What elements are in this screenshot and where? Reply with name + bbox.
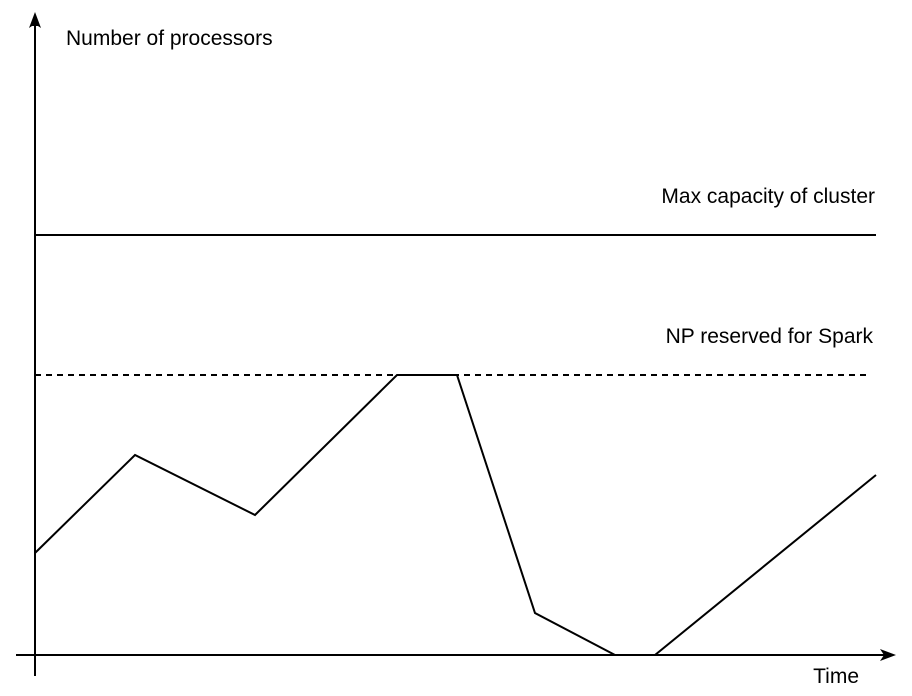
np-reserved-label: NP reserved for Spark [666, 325, 874, 348]
x-axis-arrowhead [880, 649, 896, 661]
y-axis-label: Number of processors [66, 27, 273, 50]
y-axis-arrowhead [29, 12, 41, 28]
processor-usage-line [34, 374, 877, 656]
x-axis-label: Time [813, 665, 859, 688]
max-capacity-label: Max capacity of cluster [661, 185, 875, 208]
